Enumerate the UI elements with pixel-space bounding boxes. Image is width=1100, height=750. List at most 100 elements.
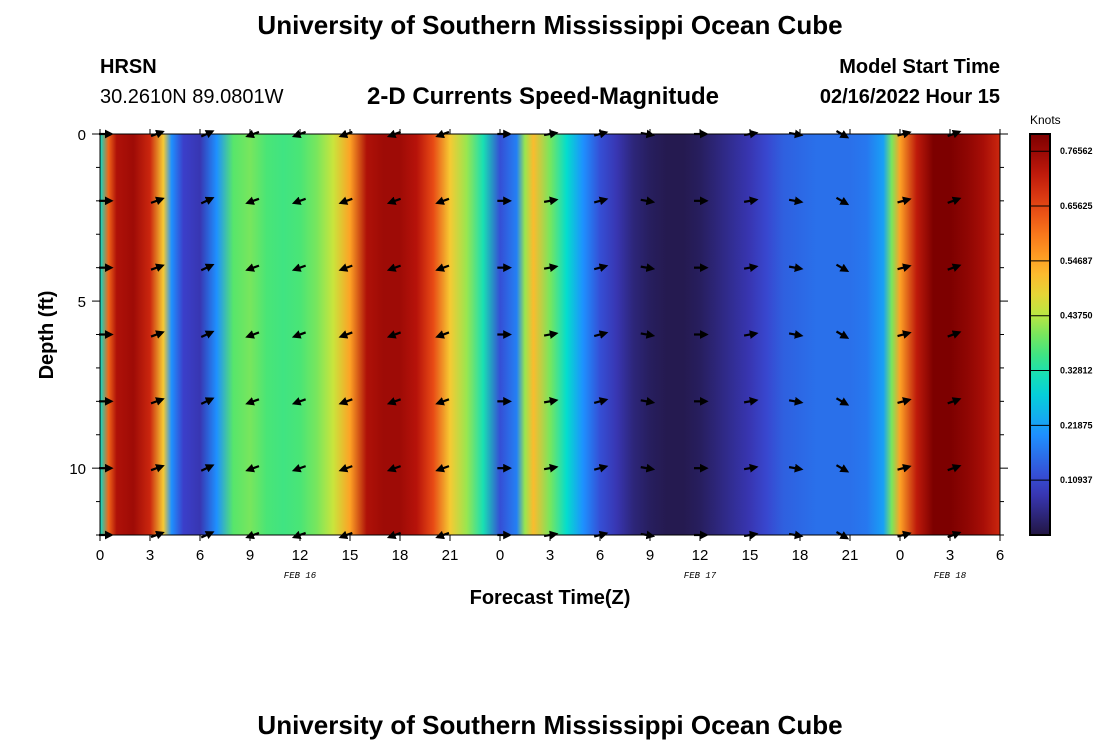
x-tick-label: 0	[896, 547, 904, 564]
current-arrow	[245, 463, 260, 473]
current-arrow	[640, 196, 656, 206]
current-arrow	[788, 463, 804, 473]
current-arrow	[897, 330, 912, 339]
x-tick-label: 18	[392, 547, 409, 564]
current-arrow	[386, 463, 402, 473]
colorbar-tick-label: 0.21875	[1060, 420, 1093, 430]
current-arrow	[435, 330, 450, 339]
x-tick-label: 15	[342, 547, 359, 564]
current-arrow	[200, 397, 215, 406]
current-arrow	[150, 464, 165, 473]
y-tick-label: 0	[78, 127, 86, 144]
date-label: FEB 17	[684, 571, 717, 581]
x-tick-label: 0	[496, 547, 504, 564]
current-arrow	[200, 330, 215, 339]
current-arrow	[338, 263, 353, 272]
current-arrow	[897, 263, 912, 272]
current-arrow	[788, 396, 804, 406]
x-tick-label: 12	[692, 547, 709, 564]
current-arrow	[291, 263, 307, 272]
current-arrow	[835, 196, 850, 206]
current-arrow	[386, 397, 402, 406]
current-arrow	[947, 464, 962, 473]
current-arrow	[543, 397, 559, 406]
current-arrow	[947, 196, 962, 206]
current-arrow	[291, 330, 307, 339]
page-title: University of Southern Mississippi Ocean…	[257, 10, 843, 40]
axis-ticks: 0 3 6 9 12 15 18 21 0 3 6 9 12 15 18 21 0 3 6 FEB 16 FEB 17 F…	[69, 127, 1008, 581]
current-arrow	[743, 196, 759, 206]
x-tick-label: 15	[742, 547, 759, 564]
colorbar-tick-label: 0.65625	[1060, 201, 1093, 211]
current-arrow	[291, 397, 307, 406]
chart-subtitle: 2-D Currents Speed-Magnitude	[367, 83, 720, 110]
model-start-value: 02/16/2022 Hour 15	[819, 86, 1000, 108]
current-arrow	[835, 330, 850, 339]
x-axis-label: Forecast Time(Z)	[470, 587, 631, 609]
y-tick-label: 5	[78, 294, 86, 311]
current-arrow	[593, 330, 609, 339]
x-tick-label: 3	[546, 547, 554, 564]
current-arrow	[386, 263, 402, 272]
current-arrow	[543, 330, 559, 339]
colorbar-tick-label: 0.76562	[1060, 146, 1093, 156]
current-arrow	[435, 263, 450, 272]
x-tick-label: 9	[646, 547, 654, 564]
current-arrow	[200, 196, 215, 205]
current-arrow	[150, 196, 165, 206]
colorbar-tick-label: 0.10937	[1060, 475, 1093, 485]
current-arrow	[897, 196, 912, 206]
current-arrow	[245, 330, 260, 339]
y-tick-label: 10	[69, 461, 86, 478]
current-arrow	[835, 263, 850, 272]
current-arrow	[593, 263, 609, 272]
station-name: HRSN	[100, 56, 157, 78]
y-axis-label: Depth (ft)	[36, 291, 58, 380]
model-start-label: Model Start Time	[839, 56, 1000, 78]
current-arrow	[788, 196, 804, 206]
x-tick-label: 18	[792, 547, 809, 564]
colorbar-tick-label: 0.54687	[1060, 256, 1093, 266]
current-arrow	[150, 397, 165, 406]
current-arrow	[947, 330, 962, 339]
current-arrow	[640, 463, 656, 473]
current-arrow	[788, 263, 804, 272]
date-label: FEB 18	[934, 571, 967, 581]
colorbar-tick-label: 0.32812	[1060, 366, 1093, 376]
date-label: FEB 16	[284, 571, 317, 581]
current-arrow	[543, 263, 559, 273]
current-arrow	[245, 263, 260, 272]
current-arrow	[543, 196, 559, 206]
current-arrow	[640, 263, 656, 272]
current-arrow	[338, 397, 353, 406]
current-arrow	[435, 397, 450, 406]
current-arrow	[593, 397, 609, 406]
current-arrow	[593, 196, 609, 206]
colorbar-units: Knots	[1030, 113, 1061, 127]
current-arrow	[835, 397, 850, 406]
current-arrow	[743, 463, 759, 473]
x-tick-label: 6	[596, 547, 604, 564]
current-arrow	[150, 330, 165, 339]
current-arrow	[200, 263, 215, 272]
colorbar-tick-label: 0.43750	[1060, 311, 1093, 321]
x-tick-label: 0	[96, 547, 104, 564]
current-arrow	[897, 463, 912, 473]
current-arrow	[245, 196, 260, 205]
current-arrow	[245, 397, 260, 406]
current-arrow	[897, 397, 912, 406]
x-tick-label: 21	[442, 547, 459, 564]
x-tick-label: 21	[842, 547, 859, 564]
current-arrow	[743, 263, 759, 273]
x-tick-label: 9	[246, 547, 254, 564]
current-arrow	[593, 463, 609, 473]
current-arrow	[435, 196, 450, 205]
current-arrow	[291, 196, 307, 205]
current-arrow	[338, 196, 353, 205]
current-arrow	[150, 263, 165, 272]
station-coordinates: 30.2610N 89.0801W	[100, 86, 284, 108]
current-arrow	[640, 396, 656, 406]
current-arrow	[435, 463, 450, 473]
x-tick-label: 3	[946, 547, 954, 564]
